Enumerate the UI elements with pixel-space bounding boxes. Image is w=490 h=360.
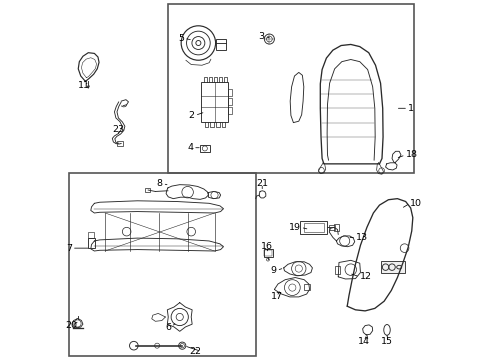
Bar — [329, 225, 335, 230]
Text: 16: 16 — [261, 242, 272, 251]
Bar — [264, 249, 272, 257]
Bar — [200, 145, 210, 152]
Text: 14: 14 — [358, 337, 370, 346]
Bar — [168, 4, 414, 173]
Text: 3: 3 — [259, 32, 265, 41]
Bar — [228, 89, 232, 96]
Text: 5: 5 — [178, 34, 184, 43]
Text: 13: 13 — [356, 233, 368, 242]
Bar — [334, 224, 339, 231]
Text: 11: 11 — [78, 81, 90, 90]
Bar — [146, 188, 149, 192]
Bar — [381, 261, 405, 273]
Bar — [201, 82, 228, 122]
Bar — [265, 250, 271, 256]
Text: 17: 17 — [270, 292, 283, 301]
Text: 15: 15 — [381, 337, 393, 346]
Text: 23: 23 — [113, 125, 125, 134]
Bar — [88, 232, 95, 238]
Text: 19: 19 — [289, 223, 300, 232]
Text: 6: 6 — [166, 323, 171, 332]
Text: 20: 20 — [66, 321, 78, 330]
Bar — [117, 141, 123, 145]
Text: 21: 21 — [256, 179, 268, 188]
Bar — [300, 221, 327, 234]
Text: 18: 18 — [406, 150, 417, 159]
Bar — [304, 284, 310, 291]
Text: 8: 8 — [156, 179, 163, 188]
Text: 9: 9 — [270, 266, 276, 275]
Bar — [228, 98, 232, 105]
Bar — [216, 40, 225, 50]
Text: 2: 2 — [189, 111, 195, 120]
Text: 7: 7 — [66, 244, 72, 253]
Bar — [69, 173, 256, 356]
Bar — [335, 266, 340, 274]
Bar — [228, 107, 232, 114]
Text: 10: 10 — [410, 199, 422, 208]
Text: 1: 1 — [408, 104, 414, 113]
Text: 4: 4 — [187, 143, 193, 152]
Bar — [88, 238, 95, 248]
Text: 22: 22 — [189, 347, 201, 356]
Bar — [304, 223, 324, 231]
Text: 12: 12 — [360, 272, 372, 281]
